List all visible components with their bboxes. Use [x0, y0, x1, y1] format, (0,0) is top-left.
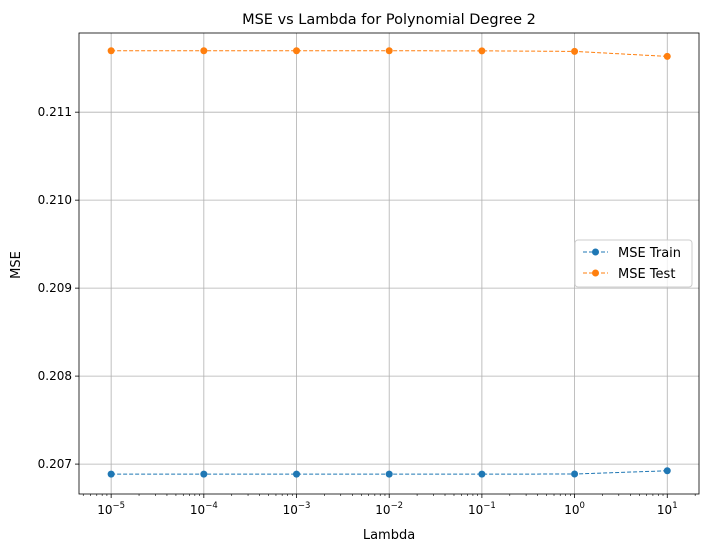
- y-tick-label: 0.208: [38, 369, 72, 383]
- axis-ticks: 10−5 10−4 10−3 10−2 10−1 100 101 0.207 0.208 0.20…: [38, 105, 696, 517]
- data-point-1: [107, 47, 115, 55]
- data-point-0: [571, 470, 579, 478]
- data-point-1: [385, 47, 393, 55]
- y-tick-label: 0.209: [38, 281, 72, 295]
- x-tick-label: 10−4: [190, 501, 218, 517]
- data-point-1: [571, 47, 579, 55]
- x-tick-label: 10−5: [97, 501, 125, 517]
- data-point-1: [293, 47, 301, 55]
- grid: [79, 33, 699, 494]
- data-point-1: [663, 52, 671, 60]
- data-point-0: [293, 470, 301, 478]
- x-axis-label: Lambda: [363, 528, 415, 543]
- series-layer: [107, 47, 671, 478]
- x-tick-label: 10−3: [283, 501, 311, 517]
- legend-marker-test: [592, 269, 599, 277]
- data-point-1: [478, 47, 486, 55]
- y-axis-label: MSE: [9, 251, 24, 279]
- y-tick-label: 0.210: [38, 193, 72, 207]
- data-point-0: [385, 470, 393, 478]
- legend-marker-train: [592, 248, 599, 256]
- data-point-0: [663, 467, 671, 475]
- x-tick-label: 10−2: [375, 501, 403, 517]
- y-tick-label: 0.207: [38, 457, 72, 471]
- x-tick-label: 100: [564, 501, 585, 517]
- data-point-0: [200, 470, 208, 478]
- chart-title: MSE vs Lambda for Polynomial Degree 2: [242, 12, 536, 28]
- x-tick-label: 101: [657, 501, 678, 517]
- legend: MSE Train MSE Test: [574, 239, 693, 288]
- x-tick-label: 10−1: [468, 501, 496, 517]
- legend-label-test: MSE Test: [618, 267, 675, 282]
- data-point-0: [107, 470, 115, 478]
- data-point-0: [478, 470, 486, 478]
- y-tick-label: 0.211: [38, 105, 72, 119]
- data-point-1: [200, 47, 208, 55]
- legend-label-train: MSE Train: [618, 246, 681, 261]
